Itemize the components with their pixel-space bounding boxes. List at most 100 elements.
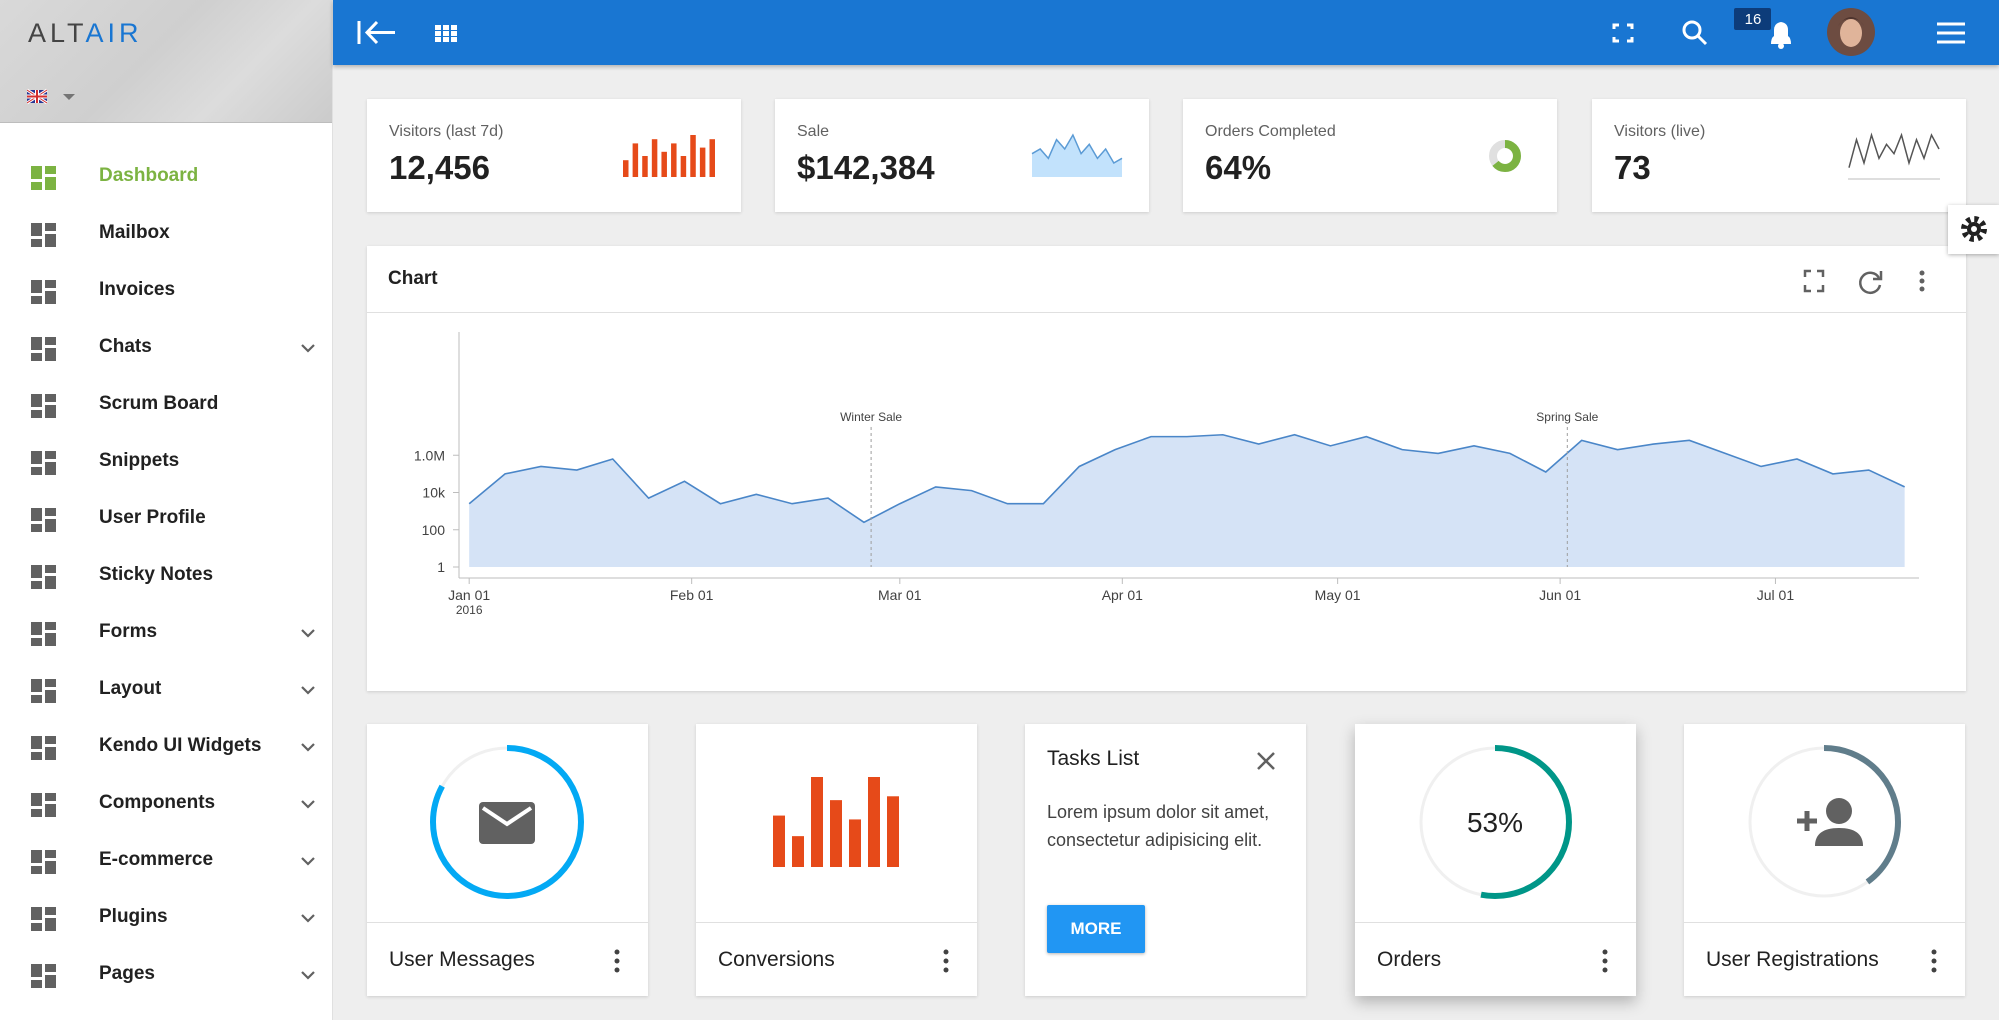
nav-item[interactable]: Components (0, 779, 332, 829)
spark-bar (699, 147, 706, 177)
more-button[interactable] (1600, 948, 1610, 974)
icon-shape (31, 809, 42, 817)
caret (63, 94, 75, 100)
nav-item[interactable]: Sticky Notes (0, 551, 332, 601)
nav-item[interactable]: User Profile (0, 494, 332, 544)
stat-card: Orders Completed 64% (1183, 99, 1557, 212)
icon-shape (45, 861, 56, 874)
donut-arc (1489, 140, 1521, 172)
widget-line (1684, 922, 1965, 923)
icon-shape (45, 394, 56, 402)
nav-icon (31, 337, 56, 361)
nav-item[interactable]: Scrum Board (0, 380, 332, 430)
nav-item[interactable]: Layout (0, 665, 332, 715)
x-tick-label: Mar 01 (878, 587, 922, 603)
fullscreen-button[interactable] (1803, 269, 1825, 293)
avatar[interactable] (1827, 8, 1875, 56)
logo-text: ALT (28, 18, 86, 48)
icon-shape (45, 337, 56, 345)
more-button[interactable] (1929, 948, 1939, 974)
widget-line (696, 922, 977, 923)
nav-icon (31, 907, 56, 931)
chevron-shape (301, 914, 315, 923)
nav-label: Kendo UI Widgets (99, 735, 262, 756)
nav-item[interactable]: Mailbox (0, 209, 332, 259)
spark-bar (623, 160, 629, 177)
card-title: Chart (388, 268, 438, 289)
chevron (301, 743, 315, 752)
widget-line (367, 922, 648, 923)
ring-arc (1747, 745, 1901, 899)
nav-label: Layout (99, 678, 162, 699)
chevron-shape (301, 800, 315, 809)
chevron-shape (301, 857, 315, 866)
more-button[interactable] (1919, 270, 1925, 292)
nav-item[interactable]: Plugins (0, 893, 332, 943)
logo[interactable]: ALTAIR (28, 18, 143, 49)
widget-title: Conversions (718, 948, 835, 971)
more-button[interactable] (612, 948, 622, 974)
nav-item[interactable]: Forms (0, 608, 332, 658)
chevron (301, 686, 315, 695)
more-dot (1931, 967, 1937, 973)
refresh-button[interactable] (1859, 271, 1883, 295)
stat-label: Sale (797, 123, 830, 140)
nav-icon (31, 793, 56, 817)
nav-item[interactable]: Dashboard (0, 152, 332, 202)
widget-title: User Registrations (1706, 948, 1879, 971)
chevron (301, 629, 315, 638)
icon-shape (45, 793, 56, 801)
nav-item[interactable]: Pages (0, 950, 332, 1000)
stat-card: Visitors (last 7d) 12,456 (367, 99, 741, 212)
nav-item[interactable]: Invoices (0, 266, 332, 316)
bar (887, 796, 899, 867)
y-tick-label: 1.0M (414, 447, 445, 463)
fullscreen-button[interactable] (1612, 23, 1634, 43)
spark-bar (709, 139, 715, 177)
close-button[interactable] (1255, 750, 1277, 772)
flag (27, 90, 47, 103)
chevron-shape (301, 686, 315, 695)
icon-shape (45, 907, 56, 915)
area (469, 434, 1905, 567)
nav-label: E-commerce (99, 849, 214, 870)
chevron-shape (301, 743, 315, 752)
annotation-label: Winter Sale (840, 410, 902, 424)
settings-icon (1961, 216, 1987, 242)
language-selector[interactable] (27, 88, 77, 106)
sidebar: ALTAIR Dashboard Mailbox Invoices Chats Scru… (0, 0, 333, 1020)
stat-value: 64% (1205, 149, 1272, 186)
widget-graphic (430, 745, 584, 899)
chevron-shape (301, 629, 315, 638)
more-button[interactable]: MORE (1047, 905, 1145, 953)
spark-bar (642, 156, 648, 177)
more-dot (1602, 967, 1608, 973)
stat-value: 73 (1614, 149, 1651, 186)
spark-bar (661, 151, 667, 177)
menu-button[interactable] (1937, 22, 1965, 44)
more-dot (614, 949, 620, 955)
nav-icon (31, 679, 56, 703)
nav-item[interactable]: Kendo UI Widgets (0, 722, 332, 772)
chevron-shape (301, 971, 315, 980)
y-tick-label: 10k (422, 485, 446, 501)
nav-item[interactable]: Snippets (0, 437, 332, 487)
nav-item[interactable]: E-commerce (0, 836, 332, 886)
icon-shape (31, 239, 42, 247)
apps-button[interactable] (435, 25, 457, 42)
icon-shape (45, 405, 56, 418)
sparkline (1031, 133, 1123, 177)
notification-count: 16 (1745, 11, 1762, 28)
nav-item[interactable]: Chats (0, 323, 332, 373)
nav-label: Sticky Notes (99, 564, 214, 585)
settings-tab[interactable] (1948, 205, 1999, 254)
more-button[interactable] (941, 948, 951, 974)
sidebar-toggle[interactable] (357, 20, 395, 45)
notifications-button[interactable] (1771, 22, 1791, 49)
search-button[interactable] (1682, 20, 1708, 46)
top-bar-icons: 16 (357, 8, 1965, 56)
icon-shape (31, 296, 42, 304)
icon-shape (45, 519, 56, 532)
